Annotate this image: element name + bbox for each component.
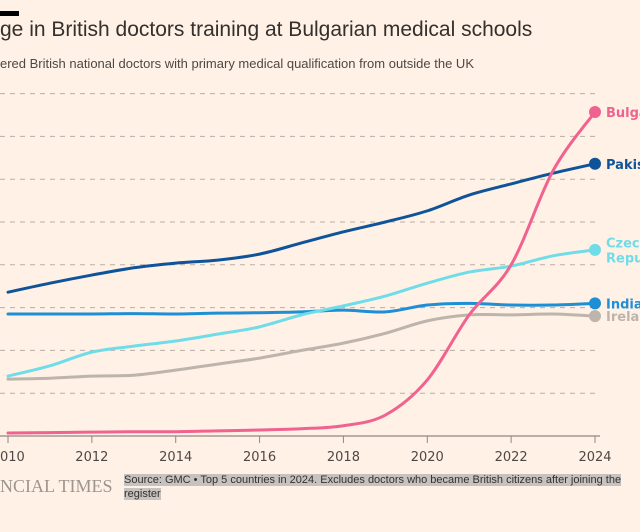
line-chart: 010 2012 2014 2016 2018 2020 2022 2024 IrelanInd… — [0, 93, 640, 465]
series-label: Pakist — [606, 158, 640, 173]
chart-title: ge in British doctors training at Bulgar… — [0, 18, 533, 41]
series-line — [6, 110, 597, 435]
ft-logo: NCIAL TIMES — [0, 476, 113, 496]
series-label: Irelan — [606, 310, 640, 325]
x-tick-label: 2022 — [495, 450, 528, 465]
series-label: Repub — [606, 251, 640, 266]
chart-subtitle: ered British national doctors with prima… — [0, 56, 474, 71]
x-tick-label: 010 — [0, 450, 25, 465]
x-tick-label: 2018 — [327, 450, 360, 465]
series-label: Czech — [606, 236, 640, 251]
series-line — [6, 301, 597, 316]
series-end-marker — [589, 310, 601, 323]
series-line — [6, 312, 597, 381]
x-tick-label: 2020 — [411, 450, 444, 465]
source-text: Source: GMC • Top 5 countries in 2024. E… — [124, 474, 622, 500]
series-line — [6, 162, 597, 294]
x-tick-label: 2016 — [243, 450, 276, 465]
ft-title-bar — [0, 11, 19, 16]
source-note: Source: GMC • Top 5 countries in 2024. E… — [124, 473, 624, 501]
series-line — [6, 248, 597, 378]
series-label: India — [606, 297, 640, 312]
series-end-marker — [589, 297, 601, 310]
series-end-marker — [589, 243, 601, 256]
series-end-marker — [589, 157, 601, 170]
x-tick-label: 2014 — [159, 450, 192, 465]
series-end-marker — [589, 106, 601, 119]
series-label: Bulga — [606, 106, 640, 121]
x-tick-label: 2024 — [578, 450, 611, 465]
x-tick-label: 2012 — [75, 450, 108, 465]
